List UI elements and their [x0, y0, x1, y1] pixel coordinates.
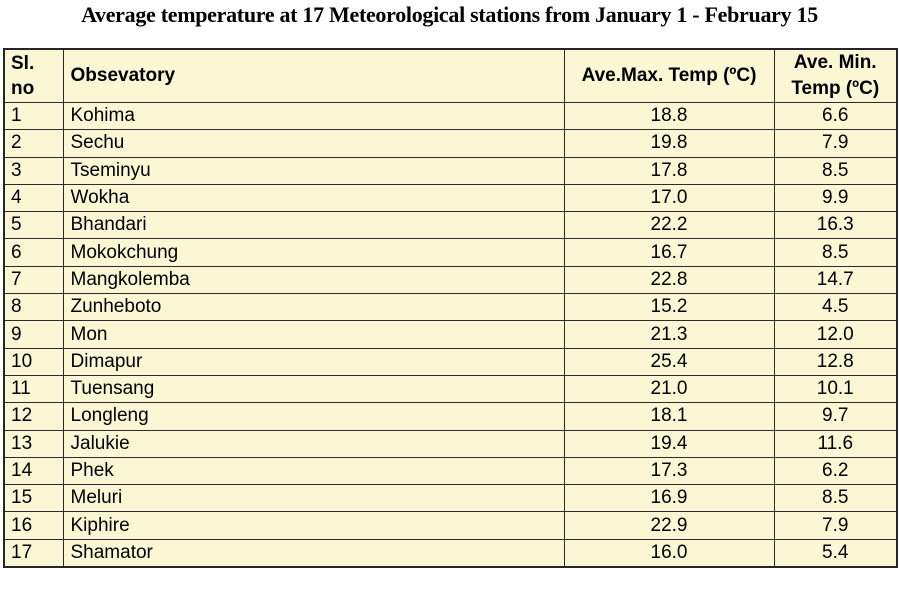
- row-max-temp: 22.2: [563, 211, 775, 240]
- row-max-temp: 18.8: [563, 101, 775, 131]
- row-max-temp: 16.9: [563, 484, 775, 513]
- row-sl-no: 5: [3, 211, 64, 240]
- page-title: Average temperature at 17 Meteorological…: [81, 2, 818, 27]
- row-min-temp: 10.1: [773, 374, 898, 404]
- row-min-temp: 12.0: [773, 320, 898, 349]
- table-row: 8 Zunheboto 15.2 4.5: [3, 293, 898, 322]
- row-min-temp: 6.2: [773, 456, 898, 486]
- row-max-temp: 17.8: [563, 156, 775, 185]
- row-sl-no: 2: [3, 129, 64, 158]
- row-min-temp: 8.5: [773, 156, 898, 185]
- row-min-temp: 7.9: [773, 129, 898, 158]
- table-row: 11 Tuensang 21.0 10.1: [3, 374, 898, 404]
- row-sl-no: 16: [3, 511, 64, 540]
- table-row: 3 Tseminyu 17.8 8.5: [3, 156, 898, 185]
- row-max-temp: 22.9: [563, 511, 775, 540]
- row-observatory: Kiphire: [62, 511, 565, 540]
- row-max-temp: 17.0: [563, 183, 775, 213]
- table-row: 17 Shamator 16.0 5.4: [3, 538, 898, 568]
- row-observatory: Sechu: [62, 129, 565, 158]
- row-sl-no: 12: [3, 402, 64, 431]
- row-observatory: Wokha: [62, 183, 565, 213]
- row-observatory: Kohima: [62, 101, 565, 131]
- row-min-temp: 16.3: [773, 211, 898, 240]
- row-max-temp: 15.2: [563, 293, 775, 322]
- row-max-temp: 16.7: [563, 238, 775, 267]
- row-sl-no: 1: [3, 101, 64, 131]
- row-observatory: Jalukie: [62, 429, 565, 458]
- row-min-temp: 6.6: [773, 101, 898, 131]
- row-max-temp: 22.8: [563, 265, 775, 295]
- header-sl-no: Sl. no: [3, 48, 64, 103]
- row-min-temp: 7.9: [773, 511, 898, 540]
- row-sl-no: 15: [3, 484, 64, 513]
- row-observatory: Mon: [62, 320, 565, 349]
- row-observatory: Meluri: [62, 484, 565, 513]
- row-min-temp: 8.5: [773, 484, 898, 513]
- row-min-temp: 8.5: [773, 238, 898, 267]
- row-sl-no: 13: [3, 429, 64, 458]
- table-row: 10 Dimapur 25.4 12.8: [3, 347, 898, 376]
- table-row: 4 Wokha 17.0 9.9: [3, 183, 898, 213]
- header-observatory: Obsevatory: [62, 48, 565, 103]
- row-observatory: Tseminyu: [62, 156, 565, 185]
- row-max-temp: 18.1: [563, 402, 775, 431]
- row-observatory: Zunheboto: [62, 293, 565, 322]
- row-sl-no: 4: [3, 183, 64, 213]
- row-observatory: Tuensang: [62, 374, 565, 404]
- table-header: Sl. no Obsevatory Ave.Max. Temp (ºC) Ave…: [3, 48, 898, 103]
- row-sl-no: 7: [3, 265, 64, 295]
- row-min-temp: 5.4: [773, 538, 898, 568]
- row-max-temp: 19.8: [563, 129, 775, 158]
- table-row: 6 Mokokchung 16.7 8.5: [3, 238, 898, 267]
- table-row: 13 Jalukie 19.4 11.6: [3, 429, 898, 458]
- header-ave-min-temp: Ave. Min. Temp (ºC): [773, 48, 898, 103]
- row-observatory: Phek: [62, 456, 565, 486]
- table-row: 16 Kiphire 22.9 7.9: [3, 511, 898, 540]
- table-row: 7 Mangkolemba 22.8 14.7: [3, 265, 898, 295]
- row-max-temp: 19.4: [563, 429, 775, 458]
- header-row: Sl. no Obsevatory Ave.Max. Temp (ºC) Ave…: [3, 48, 898, 103]
- row-sl-no: 10: [3, 347, 64, 376]
- table-body: 1 Kohima 18.8 6.6 2 Sechu 19.8 7.9 3 Tseminyu 17.8…: [3, 101, 898, 568]
- row-min-temp: 4.5: [773, 293, 898, 322]
- table-row: 1 Kohima 18.8 6.6: [3, 101, 898, 131]
- header-ave-max-temp: Ave.Max. Temp (ºC): [563, 48, 775, 103]
- row-max-temp: 21.3: [563, 320, 775, 349]
- row-max-temp: 25.4: [563, 347, 775, 376]
- row-observatory: Longleng: [62, 402, 565, 431]
- row-min-temp: 12.8: [773, 347, 898, 376]
- row-max-temp: 21.0: [563, 374, 775, 404]
- row-sl-no: 14: [3, 456, 64, 486]
- table-row: 14 Phek 17.3 6.2: [3, 456, 898, 486]
- row-sl-no: 6: [3, 238, 64, 267]
- row-max-temp: 17.3: [563, 456, 775, 486]
- row-min-temp: 14.7: [773, 265, 898, 295]
- temperature-table: Sl. no Obsevatory Ave.Max. Temp (ºC) Ave…: [3, 48, 898, 569]
- row-min-temp: 9.7: [773, 402, 898, 431]
- row-sl-no: 17: [3, 538, 64, 568]
- row-sl-no: 3: [3, 156, 64, 185]
- row-observatory: Mangkolemba: [62, 265, 565, 295]
- row-min-temp: 9.9: [773, 183, 898, 213]
- table-row: 2 Sechu 19.8 7.9: [3, 129, 898, 158]
- row-min-temp: 11.6: [773, 429, 898, 458]
- row-observatory: Mokokchung: [62, 238, 565, 267]
- row-sl-no: 9: [3, 320, 64, 349]
- table-row: 9 Mon 21.3 12.0: [3, 320, 898, 349]
- row-observatory: Dimapur: [62, 347, 565, 376]
- table-row: 12 Longleng 18.1 9.7: [3, 402, 898, 431]
- row-max-temp: 16.0: [563, 538, 775, 568]
- row-sl-no: 8: [3, 293, 64, 322]
- table-row: 15 Meluri 16.9 8.5: [3, 484, 898, 513]
- row-observatory: Shamator: [62, 538, 565, 568]
- table-row: 5 Bhandari 22.2 16.3: [3, 211, 898, 240]
- row-sl-no: 11: [3, 374, 64, 404]
- row-observatory: Bhandari: [62, 211, 565, 240]
